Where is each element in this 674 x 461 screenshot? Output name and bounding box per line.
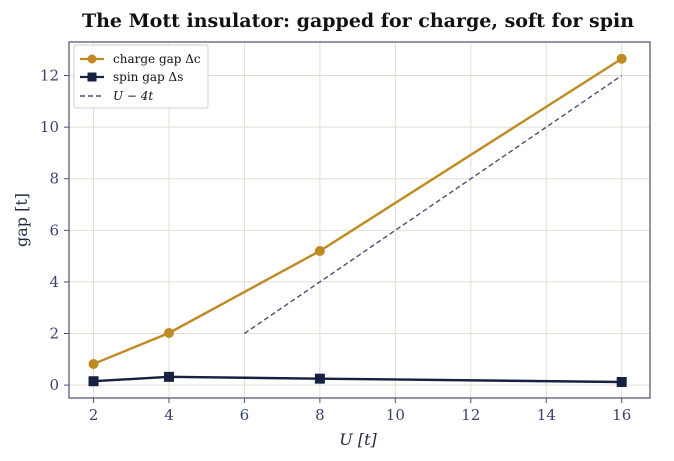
- x-tick-label: 4: [164, 406, 174, 424]
- series-layer: [88, 53, 627, 388]
- legend-marker-charge: [87, 54, 97, 64]
- y-axis-label: gap [t]: [12, 193, 31, 247]
- legend-marker-spin: [87, 72, 97, 82]
- y-tick-label: 2: [49, 325, 59, 343]
- x-tick-label: 6: [240, 406, 250, 424]
- data-point-spin: [616, 377, 627, 388]
- y-tick-label: 10: [40, 118, 59, 136]
- legend-box: [73, 44, 209, 109]
- x-tick-label: 2: [89, 406, 99, 424]
- data-point-charge: [88, 358, 99, 369]
- legend-label-reference: U − 4t: [113, 89, 153, 103]
- x-tick-label: 16: [612, 406, 631, 424]
- y-tick-label: 6: [49, 221, 59, 239]
- legend-label-spin: spin gap Δs: [113, 70, 183, 84]
- legend: charge gap Δc spin gap Δs U − 4t: [73, 44, 209, 109]
- chart-title: The Mott insulator: gapped for charge, s…: [82, 10, 634, 32]
- data-point-spin: [88, 376, 99, 387]
- series-line-charge: [93, 57, 623, 366]
- x-tick-label: 12: [461, 406, 480, 424]
- x-axis: 2 4 6 8 10 12 14 16: [89, 398, 631, 424]
- y-tick-label: 12: [40, 67, 59, 85]
- data-point-spin: [163, 371, 174, 382]
- plot-frame: [68, 41, 651, 399]
- y-tick-label: 4: [49, 273, 59, 291]
- y-tick-label: 8: [49, 170, 59, 188]
- grid: [69, 42, 650, 398]
- data-point-charge: [314, 245, 325, 256]
- y-tick-label: 0: [49, 376, 59, 394]
- x-tick-label: 10: [386, 406, 405, 424]
- reference-line: [244, 74, 623, 335]
- data-point-charge: [163, 327, 174, 338]
- x-tick-label: 8: [315, 406, 325, 424]
- x-axis-label: U [t]: [339, 430, 377, 449]
- series-line-u: [244, 74, 623, 335]
- series-line-spin: [93, 375, 622, 384]
- x-tick-label: 14: [537, 406, 556, 424]
- y-axis: 0 2 4 6 8 10 12: [40, 67, 69, 394]
- legend-label-charge: charge gap Δc: [113, 52, 201, 66]
- data-point-charge: [616, 53, 627, 64]
- data-point-spin: [314, 373, 325, 384]
